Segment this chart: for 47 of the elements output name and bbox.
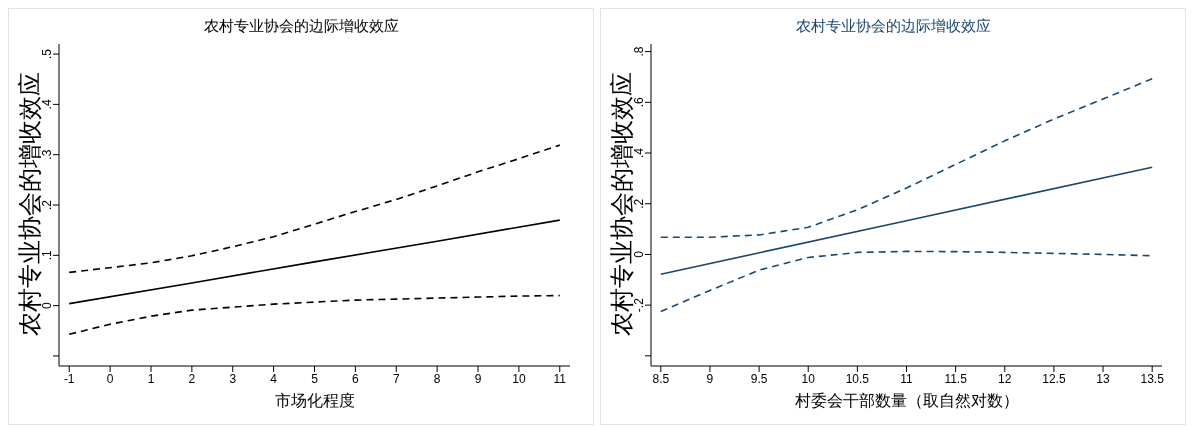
- y-tick-label: .4: [40, 99, 54, 110]
- y-tick-label: 0: [40, 301, 54, 309]
- x-tick-label: 4: [270, 371, 278, 386]
- x-tick-label: 12: [998, 371, 1012, 386]
- x-tick-label: 0: [106, 371, 114, 386]
- y-tick-label: .3: [40, 149, 54, 160]
- line-series: [68, 219, 561, 305]
- x-tick-label: 12.5: [1042, 371, 1066, 386]
- x-tick-label: 9: [706, 371, 714, 386]
- x-tick-label: 8.5: [652, 371, 670, 386]
- y-axis-title: 农村专业协会的增收效应: [608, 72, 635, 336]
- x-tick-label: 10: [801, 371, 816, 386]
- y-tick-label: .8: [632, 46, 646, 57]
- y-tick-label: .5: [40, 48, 54, 60]
- x-tick-label: 11.5: [944, 371, 968, 386]
- x-tick-label: 9.5: [750, 371, 768, 386]
- x-tick-label: 13.5: [1140, 371, 1165, 386]
- x-tick-label: 7: [392, 371, 400, 386]
- y-tick-label: -.2: [632, 297, 646, 313]
- x-tick-label: 9: [474, 371, 482, 386]
- x-tick-label: -1: [63, 371, 75, 386]
- x-tick-label: 10.5: [845, 371, 870, 386]
- x-tick-label: 13: [1096, 371, 1111, 386]
- x-tick-label: 8: [433, 371, 441, 386]
- y-tick-label: .2: [40, 199, 54, 211]
- x-tick-label: 10: [512, 371, 526, 386]
- x-tick-label: 1: [147, 371, 155, 386]
- x-tick-label: 11: [553, 371, 567, 386]
- line-series: [68, 144, 561, 274]
- y-axis-title: 农村专业协会的增收效应: [16, 72, 43, 336]
- x-axis-title: 村委会干部数量（取自然对数）: [793, 392, 1019, 409]
- x-tick-label: 2: [188, 371, 196, 386]
- x-tick-label: 11: [900, 371, 914, 386]
- y-tick-label: .1: [40, 249, 54, 261]
- y-tick-label: .2: [632, 198, 646, 209]
- x-tick-label: 6: [352, 371, 360, 386]
- line-series: [660, 77, 1153, 238]
- line-series: [68, 294, 561, 336]
- chart-title: 农村专业协会的边际增收效应: [202, 17, 400, 36]
- chart-title: 农村专业协会的边际增收效应: [794, 17, 992, 36]
- x-tick-label: 3: [229, 371, 237, 386]
- y-tick-label: 0: [632, 250, 646, 258]
- y-tick-label: .4: [632, 147, 646, 159]
- x-axis-title: 市场化程度: [274, 392, 355, 409]
- line-series: [660, 250, 1153, 313]
- x-tick-label: 5: [311, 371, 319, 386]
- y-tick-label: .6: [632, 96, 646, 108]
